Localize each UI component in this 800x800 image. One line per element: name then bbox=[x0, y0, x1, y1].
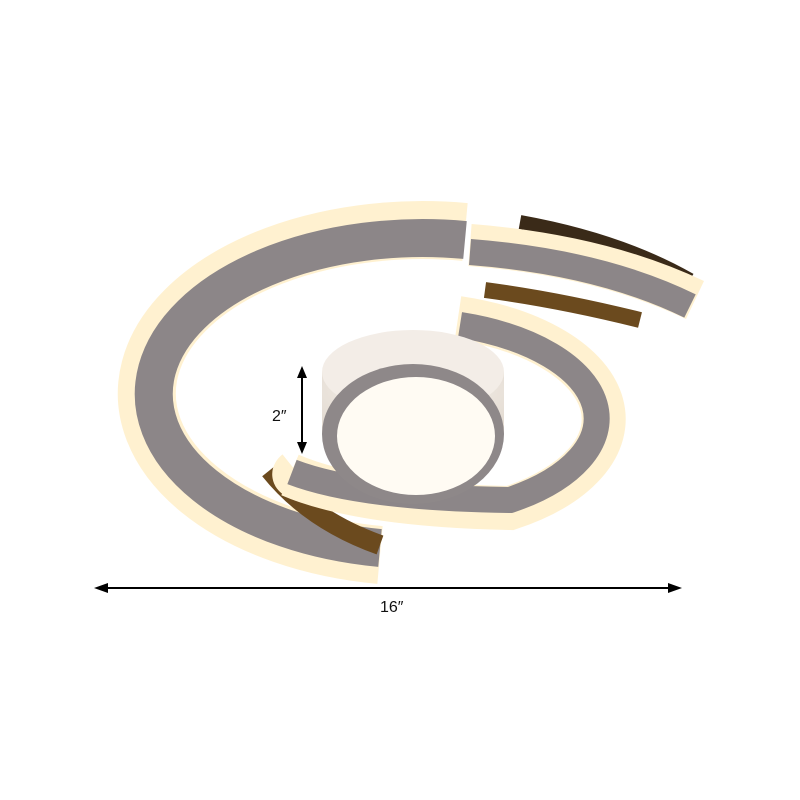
height-dimension-arrow bbox=[297, 366, 307, 454]
center-cylinder bbox=[322, 330, 504, 504]
width-label: 16″ bbox=[380, 599, 404, 616]
height-label: 2″ bbox=[272, 408, 287, 425]
upper-right-arm bbox=[468, 215, 704, 320]
width-dimension-arrow bbox=[94, 583, 682, 593]
outer-ring bbox=[117, 201, 468, 584]
